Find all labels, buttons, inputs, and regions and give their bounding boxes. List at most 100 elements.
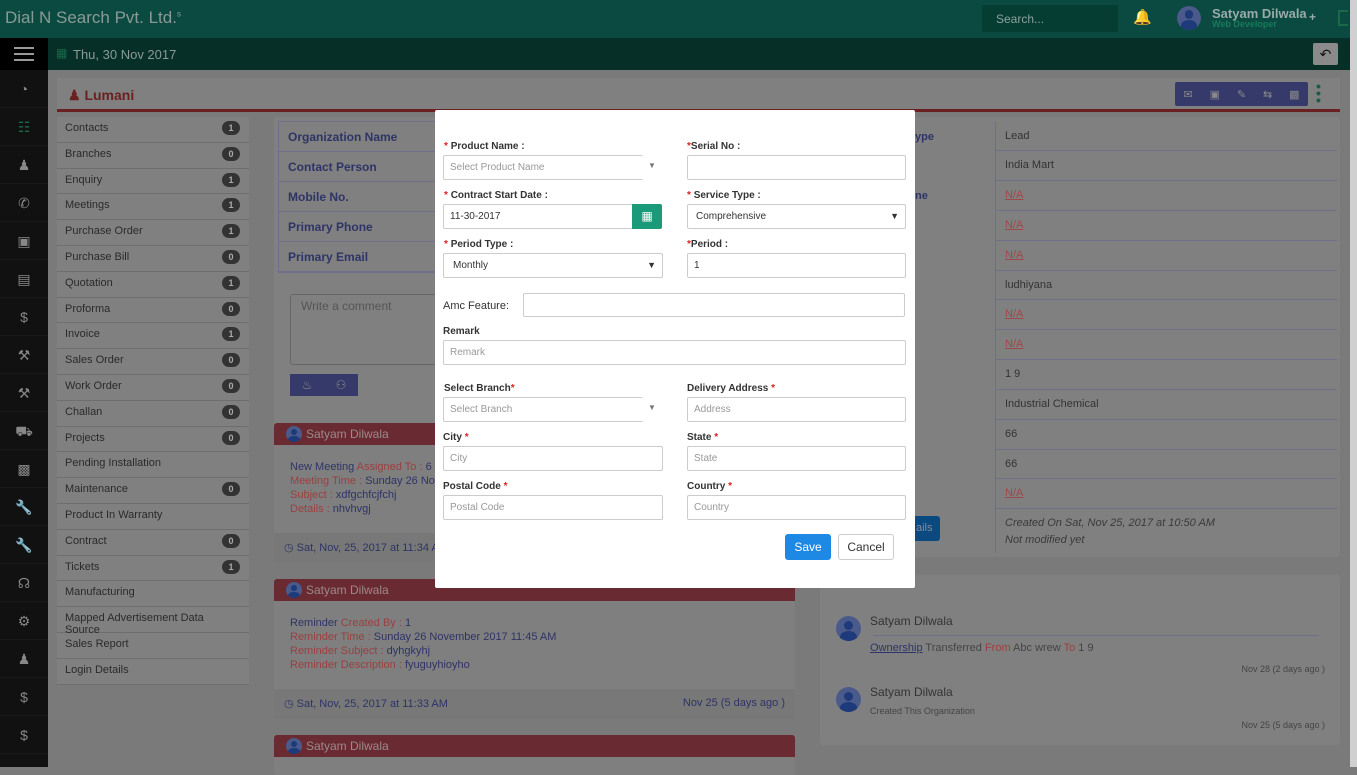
state-input[interactable]: State: [687, 446, 906, 471]
branch-select[interactable]: Select Branch: [443, 397, 643, 422]
menu-item[interactable]: Sales Order 0: [57, 349, 249, 375]
more-options-icon[interactable]: • • •: [1316, 78, 1321, 108]
truck-icon[interactable]: ⛟: [0, 412, 48, 450]
remark-input[interactable]: Remark: [443, 340, 906, 365]
activity-user[interactable]: Satyam Dilwala: [870, 685, 953, 699]
postal-code-input[interactable]: Postal Code: [443, 495, 663, 520]
dropdown-arrow-icon[interactable]: ▼: [648, 161, 656, 170]
menu-item[interactable]: Tickets 1: [57, 556, 249, 582]
city-input[interactable]: City: [443, 446, 663, 471]
mail-icon[interactable]: ✉: [1183, 88, 1193, 101]
service-type-select[interactable]: Comprehensive ▼: [687, 204, 906, 229]
card-user[interactable]: Satyam Dilwala: [306, 739, 389, 753]
card-line: Reminder Time : Sunday 26 November 2017 …: [290, 630, 779, 644]
edit-icon[interactable]: ✎: [1236, 88, 1247, 101]
group-icon[interactable]: ⚇: [335, 378, 347, 392]
user-name[interactable]: Satyam Dilwala: [1212, 6, 1307, 21]
menu-item[interactable]: Mapped Advertisement Data Source: [57, 607, 249, 636]
detail-value[interactable]: N/A: [995, 300, 1337, 330]
gears-icon[interactable]: ⚙: [0, 602, 48, 640]
delete-icon[interactable]: ▩: [1289, 88, 1300, 101]
menu-item[interactable]: Invoice 1: [57, 323, 249, 350]
detail-value[interactable]: N/A: [995, 330, 1337, 360]
period-type-select[interactable]: Monthly ▼: [443, 253, 663, 278]
serial-no-input[interactable]: [687, 155, 906, 180]
search-input[interactable]: Search...: [982, 5, 1118, 32]
dollar-icon[interactable]: $: [0, 678, 48, 716]
detail-value-text[interactable]: N/A: [1005, 219, 1024, 231]
bell-icon[interactable]: ♨: [301, 378, 313, 392]
puzzle-icon[interactable]: ▩: [0, 450, 48, 488]
hamburger-menu-button[interactable]: [0, 38, 48, 70]
delivery-address-input[interactable]: Address: [687, 397, 906, 422]
card-line: Reminder Subject : dyhgkyhj: [290, 644, 779, 658]
user-icon[interactable]: ♟: [0, 640, 48, 678]
menu-item[interactable]: Branches 0: [57, 143, 249, 169]
detail-value[interactable]: N/A: [995, 211, 1337, 241]
amc-feature-input[interactable]: [523, 293, 905, 317]
period-input[interactable]: 1: [687, 253, 906, 278]
detail-value: 66: [995, 450, 1337, 479]
card-user[interactable]: Satyam Dilwala: [306, 427, 389, 441]
detail-value-text[interactable]: N/A: [1005, 308, 1024, 320]
menu-item[interactable]: Sales Report: [57, 633, 249, 659]
menu-item[interactable]: Manufacturing: [57, 581, 249, 608]
menu-item[interactable]: Contacts 1: [57, 117, 249, 143]
country-input[interactable]: Country: [687, 495, 906, 520]
menu-item[interactable]: Pending Installation: [57, 452, 249, 479]
gavel-icon[interactable]: ⚒: [0, 336, 48, 374]
detail-value[interactable]: N/A: [995, 479, 1337, 509]
basket-icon[interactable]: ▣: [0, 222, 48, 260]
product-name-select[interactable]: Select Product Name: [443, 155, 643, 180]
menu-item[interactable]: Enquiry 1: [57, 169, 249, 195]
headphones-icon[interactable]: ☊: [0, 564, 48, 602]
brand-logo[interactable]: Dial N Search Pvt. Ltd.s: [5, 8, 181, 28]
user-icon[interactable]: ♟: [0, 146, 48, 184]
pdf-icon[interactable]: ▤: [0, 260, 48, 298]
avatar[interactable]: [1177, 6, 1201, 30]
detail-value-text[interactable]: N/A: [1005, 249, 1024, 261]
logout-icon[interactable]: [1338, 10, 1348, 26]
back-button[interactable]: ↶: [1313, 43, 1338, 65]
menu-item[interactable]: Purchase Order 1: [57, 220, 249, 246]
phone-icon[interactable]: ✆: [0, 184, 48, 222]
calendar-button[interactable]: ▦: [632, 204, 662, 229]
count-badge: 1: [222, 224, 240, 239]
gavel-icon[interactable]: ⚒: [0, 374, 48, 412]
contract-start-date-input[interactable]: 11-30-2017: [443, 204, 633, 229]
cancel-button[interactable]: Cancel: [838, 534, 894, 560]
transfer-icon[interactable]: ⇆: [1263, 88, 1273, 101]
ownership-link[interactable]: Ownership: [870, 642, 923, 654]
menu-item[interactable]: Maintenance 0: [57, 478, 249, 504]
bell-icon[interactable]: 🔔: [1133, 9, 1152, 26]
activity-user[interactable]: Satyam Dilwala: [870, 614, 953, 628]
detail-value[interactable]: N/A: [995, 241, 1337, 271]
wrench-icon[interactable]: 🔧: [0, 488, 48, 526]
menu-item[interactable]: Projects 0: [57, 427, 249, 453]
dashboard-icon[interactable]: ◔: [0, 70, 48, 108]
detail-value-text[interactable]: N/A: [1005, 487, 1024, 499]
detail-value-text[interactable]: N/A: [1005, 189, 1024, 201]
detail-value-text[interactable]: N/A: [1005, 338, 1024, 350]
card-user[interactable]: Satyam Dilwala: [306, 583, 389, 597]
detail-value: Lead: [995, 122, 1337, 151]
save-button[interactable]: Save: [785, 534, 831, 560]
detail-value[interactable]: N/A: [995, 181, 1337, 211]
menu-item[interactable]: Login Details: [57, 659, 249, 685]
menu-item[interactable]: Challan 0: [57, 401, 249, 427]
menu-item[interactable]: Purchase Bill 0: [57, 246, 249, 272]
dollar-icon[interactable]: $: [0, 716, 48, 754]
dropdown-arrow-icon[interactable]: ▼: [648, 403, 656, 412]
comment-icon[interactable]: ▣: [1209, 88, 1220, 101]
plus-icon[interactable]: +: [1309, 10, 1317, 24]
dollar-icon[interactable]: $: [0, 298, 48, 336]
wrench-icon[interactable]: 🔧: [0, 526, 48, 564]
menu-item[interactable]: Product In Warranty: [57, 504, 249, 530]
scrollbar[interactable]: [1350, 0, 1357, 767]
sitemap-icon[interactable]: ☷: [0, 108, 48, 146]
menu-item[interactable]: Quotation 1: [57, 272, 249, 298]
menu-item[interactable]: Contract 0: [57, 530, 249, 556]
menu-item[interactable]: Work Order 0: [57, 375, 249, 401]
menu-item[interactable]: Meetings 1: [57, 194, 249, 221]
menu-item[interactable]: Proforma 0: [57, 298, 249, 324]
